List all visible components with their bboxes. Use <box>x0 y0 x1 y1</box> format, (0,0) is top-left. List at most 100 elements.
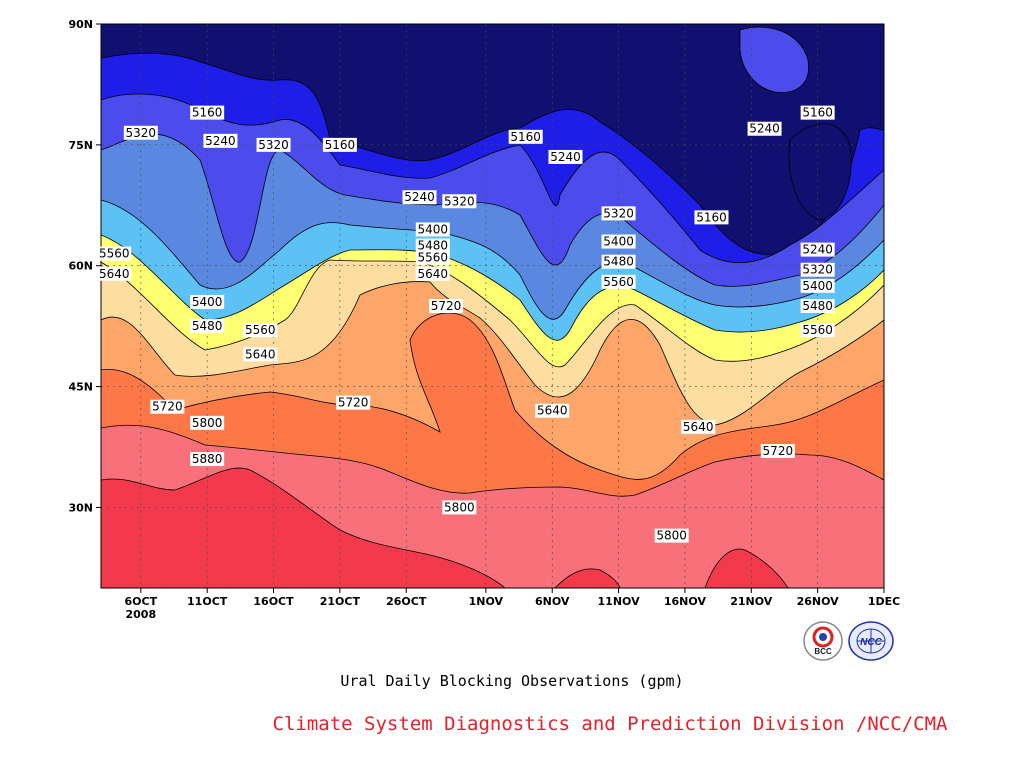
contour-label-bg <box>123 125 158 140</box>
contour-label-bg <box>402 190 437 205</box>
contour-label-bg <box>800 299 835 313</box>
contour-label-bg <box>256 137 291 152</box>
y-tick-label: 75N <box>68 139 93 152</box>
contour-label: 5720 <box>429 299 464 313</box>
contour-label-text: 5480 <box>418 239 449 253</box>
contour-label-bg <box>548 149 583 164</box>
plot-frame <box>100 23 885 589</box>
x-tick-label: 1DEC <box>868 595 900 608</box>
contour-label: 5320 <box>442 194 477 209</box>
svg-text:NCC: NCC <box>860 637 882 648</box>
contour-label-text: 5240 <box>404 190 435 204</box>
contour-label-text: 5240 <box>802 243 833 257</box>
contour-label: 5720 <box>336 395 371 410</box>
band-5880-late <box>704 548 789 588</box>
contour-label-bg <box>442 500 477 515</box>
contour-label: 5720 <box>760 444 795 459</box>
contour-label: 5240 <box>203 133 238 148</box>
contour-label-bg <box>694 210 729 225</box>
x-tick-label: 26NOV <box>797 595 840 608</box>
contour-label-text: 5640 <box>99 267 130 281</box>
contour-label-bg <box>322 137 357 152</box>
contour-label: 5640 <box>97 266 132 281</box>
svg-text:BCC: BCC <box>814 647 832 656</box>
contour-label-bg <box>336 395 371 410</box>
contour-label-text: 5640 <box>245 347 276 361</box>
contour-label-bg <box>601 274 636 289</box>
contour-label-bg <box>800 278 835 293</box>
contour-label-text: 5640 <box>537 404 568 418</box>
contour-label-text: 5560 <box>802 323 833 337</box>
contour-label-bg <box>508 129 543 144</box>
bcc-logo: BCC <box>802 620 844 662</box>
contour-label-bg <box>190 452 225 467</box>
contour-label-bg <box>415 250 450 265</box>
ncc-logo: NCC <box>848 620 894 662</box>
contour-label: 5320 <box>601 206 636 221</box>
contour-label-bg <box>800 262 835 277</box>
contour-label-text: 5240 <box>550 150 581 164</box>
contour-label-text: 5320 <box>444 194 475 208</box>
contour-labels: 5160 5320 5240 5320 5160 5240 5320 5160 5240 5320… <box>97 105 835 543</box>
contour-label-bg <box>800 323 835 338</box>
contour-label-bg <box>601 206 636 221</box>
contour-label-bg <box>243 347 278 362</box>
contour-label: 5160 <box>190 105 225 120</box>
contour-label-bg <box>415 238 450 253</box>
contour-label-text: 5240 <box>749 122 780 136</box>
contour-label-bg <box>601 254 636 269</box>
contour-label: 5800 <box>190 415 225 430</box>
contour-label-text: 5560 <box>418 251 449 265</box>
contour-label-bg <box>190 294 225 309</box>
band-5160-arctic <box>788 123 852 221</box>
contour-label: 5480 <box>800 299 835 313</box>
contour-label: 5640 <box>535 403 570 418</box>
x-tick-label: 26OCT <box>386 595 427 608</box>
contour-label: 5320 <box>800 262 835 277</box>
contour-label: 5240 <box>800 242 835 257</box>
x-tick-label: 6NOV <box>535 595 570 608</box>
contour-label: 5560 <box>800 323 835 338</box>
contour-label-text: 5720 <box>431 299 462 313</box>
contour-label: 5880 <box>190 452 225 467</box>
contour-label-text: 5400 <box>802 279 833 293</box>
contour-label-bg <box>800 105 835 120</box>
y-tick-label: 60N <box>68 260 93 273</box>
contour-label: 5240 <box>747 121 782 136</box>
contour-label-bg <box>190 105 225 120</box>
contour-label: 5560 <box>97 246 132 261</box>
contour-label: 5560 <box>601 274 636 289</box>
contour-label-text: 5160 <box>802 106 833 120</box>
contour-label-bg <box>243 323 278 338</box>
contour-label: 5480 <box>190 319 225 334</box>
contour-label: 5320 <box>123 125 158 140</box>
contour-label-bg <box>203 133 238 148</box>
contour-label-text: 5560 <box>245 323 276 337</box>
contour-label: 5160 <box>322 137 357 152</box>
chart-subtitle: Ural Daily Blocking Observations (gpm) <box>340 672 684 690</box>
contour-label: 5480 <box>601 254 636 269</box>
contour-label-bg <box>601 234 636 249</box>
y-tick-label: 30N <box>68 501 93 514</box>
contour-label-bg <box>681 419 716 434</box>
contour-label-text: 5560 <box>603 275 634 289</box>
contour-label: 5640 <box>243 347 278 362</box>
contour-label-text: 5800 <box>656 529 687 543</box>
contour-label-text: 5400 <box>192 295 223 309</box>
contour-label: 5160 <box>508 129 543 144</box>
contour-label-bg <box>442 194 477 209</box>
band-5880-nov <box>554 568 621 588</box>
contour-label-bg <box>190 319 225 334</box>
contour-label: 5320 <box>256 137 291 152</box>
contour-label-text: 5480 <box>802 299 833 313</box>
contour-label: 5400 <box>415 222 450 237</box>
x-tick-label: 21OCT <box>320 595 361 608</box>
contour-label-text: 5880 <box>192 452 223 466</box>
contour-label-bg <box>747 121 782 136</box>
contour-label-bg <box>415 222 450 237</box>
y-axis: 30N 45N 60N 75N 90N <box>68 18 101 514</box>
contour-label: 5640 <box>681 419 716 434</box>
x-tick-label: 21NOV <box>730 595 773 608</box>
contour-label: 5800 <box>442 500 477 515</box>
